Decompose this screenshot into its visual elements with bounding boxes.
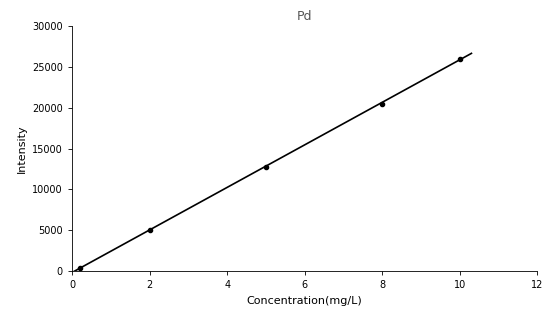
X-axis label: Concentration(mg/L): Concentration(mg/L) [247,296,362,306]
Title: Pd: Pd [297,10,312,23]
Y-axis label: Intensity: Intensity [17,124,27,173]
